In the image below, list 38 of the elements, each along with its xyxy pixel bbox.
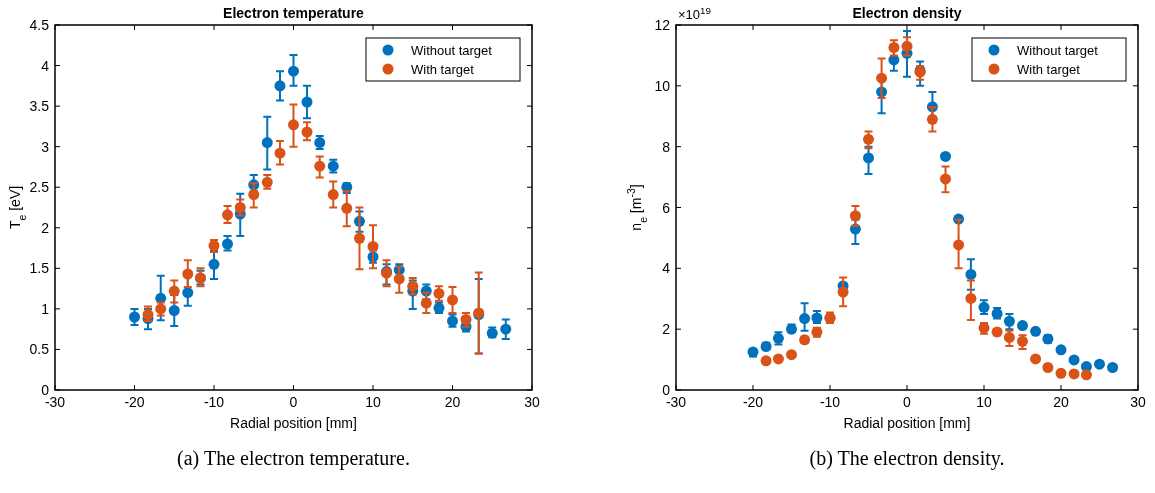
x-tick-label: 30 (1130, 394, 1146, 410)
y-tick-label: 1 (41, 300, 50, 317)
legend-label: With target (411, 62, 475, 77)
text: (a) The electron temperature. (177, 447, 410, 470)
y-tick-label: 12 (654, 17, 671, 33)
y-tick-label: 2 (662, 321, 671, 338)
y-tick-label: 3 (41, 138, 50, 155)
x-tick-label: 10 (365, 394, 381, 410)
y-tick-label: 10 (654, 77, 671, 94)
x-tick-label: 0 (289, 394, 298, 410)
y-tick-label: 4 (662, 260, 671, 277)
x-tick-label: 20 (444, 394, 461, 410)
x-tick-label: -10 (203, 394, 225, 410)
text: (b) The electron density. (809, 447, 1005, 470)
x-tick-label: -20 (124, 394, 145, 410)
x-axis-title: Radial position [mm] (843, 415, 971, 431)
legend-label: Without target (1017, 43, 1099, 58)
y-tick-label: 8 (662, 138, 671, 155)
y-tick-label: 0.5 (29, 341, 50, 358)
x-axis-title: Radial position [mm] (230, 415, 357, 431)
x-tick-label: 20 (1053, 394, 1069, 410)
legend-label: With target (1017, 62, 1081, 77)
chart-title: Electron temperature (223, 5, 365, 21)
x-tick-label: -20 (742, 394, 764, 410)
y-tick-label: 2 (41, 219, 50, 236)
text: ×10$^{19}$ (678, 4, 711, 22)
chart-title: Electron density (852, 5, 962, 21)
y-tick-label: 4 (41, 57, 50, 74)
y-tick-label: 3.5 (29, 98, 50, 115)
legend-label: Without target (411, 43, 493, 58)
x-tick-label: 0 (903, 394, 912, 410)
y-tick-label: 6 (662, 199, 671, 216)
x-tick-label: -10 (819, 394, 841, 410)
y-tick-label: 1.5 (29, 260, 50, 277)
x-tick-label: 10 (976, 394, 992, 410)
y-tick-label: 4.5 (29, 17, 50, 33)
x-tick-label: 30 (524, 394, 540, 410)
y-tick-label: 2.5 (29, 179, 50, 196)
